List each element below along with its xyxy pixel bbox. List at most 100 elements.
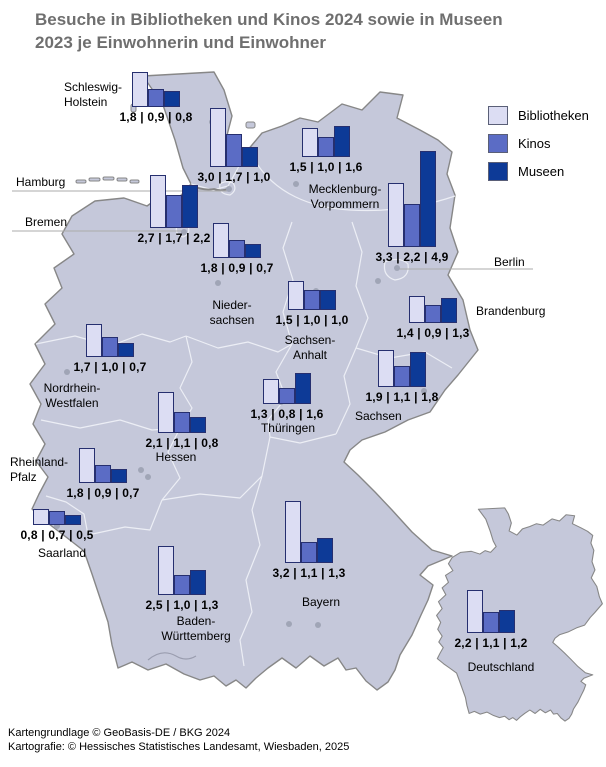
region-label: Baden- Württemberg [161,614,231,643]
bar-museen [242,147,258,167]
bar-kinos [102,337,118,357]
bar-museen [320,290,336,310]
kinos-swatch-icon [488,134,508,153]
legend-item-museen: Museen [488,162,589,181]
bar-bibliotheken [263,379,279,404]
bar-bibliotheken [288,281,304,310]
region-label: Sachsen [355,409,402,423]
value-label: 1,7 | 1,0 | 0,7 [73,360,147,374]
bar-museen [334,126,350,157]
bar-museen [111,469,127,483]
value-label: 3,2 | 1,1 | 1,3 [272,566,346,580]
bar-bibliotheken [285,501,301,563]
region-label: Thüringen [260,421,316,435]
value-label: 2,2 | 1,1 | 1,2 [454,636,528,650]
region-label: Schleswig- Holstein [64,80,123,109]
bar-kinos [166,195,182,228]
region-label: Saarland [37,546,87,560]
germany-inset-outline [436,507,603,722]
bar-kinos [304,290,320,310]
legend-item-kinos: Kinos [488,134,589,153]
value-label: 2,7 | 1,7 | 2,2 [137,231,211,245]
bar-kinos [425,305,441,323]
bar-bibliotheken [150,175,166,228]
legend-label: Kinos [518,136,551,151]
value-label: 1,9 | 1,1 | 1,8 [365,390,439,404]
region-label: Sachsen- Anhalt [284,333,336,362]
bar-bibliotheken [210,108,226,167]
page-title: Besuche in Bibliotheken und Kinos 2024 s… [35,10,503,52]
germany-outline [29,71,479,691]
bar-kinos [279,388,295,404]
museen-swatch-icon [488,162,508,181]
bar-bibliotheken [467,590,483,633]
bar-museen [190,570,206,595]
bar-bibliotheken [79,448,95,483]
bar-museen [182,185,198,228]
bar-kinos [226,134,242,167]
bar-kinos [394,366,410,387]
city-dots [54,119,427,628]
bar-bibliotheken [33,509,49,525]
bar-museen [118,343,134,357]
bar-bibliotheken [378,350,394,387]
bar-kinos [318,137,334,157]
legend-item-bibliotheken: Bibliotheken [488,106,589,125]
region-label: Brandenburg [476,304,546,318]
value-label: 1,8 | 0,9 | 0,7 [200,261,274,275]
bar-kinos [229,240,245,258]
region-label: Nieder- sachsen [209,298,255,327]
bar-museen [65,515,81,525]
bar-kinos [148,89,164,107]
bar-kinos [301,542,317,563]
value-label: 0,8 | 0,7 | 0,5 [20,528,94,542]
legend-label: Museen [518,164,565,179]
bar-museen [441,298,457,323]
bar-museen [190,417,206,433]
credit-line-2: Kartografie: © Hessisches Statistisches … [8,741,350,753]
region-label: Hamburg [16,175,66,189]
region-label: Nordrhein- Westfalen [43,381,101,410]
bar-bibliotheken [158,392,174,433]
bar-kinos [174,412,190,433]
hochrhein [147,652,197,661]
legend: Bibliotheken Kinos Museen [488,106,589,190]
region-label: Bremen [25,215,68,229]
value-label: 1,5 | 1,0 | 1,0 [275,313,349,327]
bar-museen [245,244,261,258]
region-label: Rheinland- Pfalz [10,455,69,484]
value-label: 1,3 | 0,8 | 1,6 [250,407,324,421]
value-label: 1,8 | 0,9 | 0,7 [66,486,140,500]
value-label: 2,1 | 1,1 | 0,8 [145,436,219,450]
bar-bibliotheken [86,324,102,357]
map-credits: Kartengrundlage © GeoBasis-DE / BKG 2024… [8,726,349,754]
bar-bibliotheken [388,183,404,247]
legend-label: Bibliotheken [518,108,589,123]
bar-museen [420,151,436,247]
credit-line-1: Kartengrundlage © GeoBasis-DE / BKG 2024 [8,727,231,739]
bar-bibliotheken [302,128,318,157]
value-label: 1,5 | 1,0 | 1,6 [289,160,363,174]
value-label: 2,5 | 1,0 | 1,3 [145,598,219,612]
bar-kinos [483,612,499,633]
bar-bibliotheken [132,72,148,107]
bar-museen [317,538,333,563]
value-label: 1,8 | 0,9 | 0,8 [119,110,193,124]
bar-kinos [49,511,65,525]
bar-museen [499,610,515,633]
region-label: Mecklenburg- Vorpommern [308,182,382,211]
bar-museen [410,352,426,387]
value-label: 1,4 | 0,9 | 1,3 [396,326,470,340]
region-label: Berlin [494,255,525,269]
bar-museen [295,373,311,404]
bar-kinos [404,204,420,247]
bar-bibliotheken [409,296,425,323]
value-label: 3,0 | 1,7 | 1,0 [197,170,271,184]
region-label: Bayern [301,595,341,609]
bar-bibliotheken [158,546,174,595]
bar-bibliotheken [213,223,229,258]
bar-museen [164,91,180,107]
